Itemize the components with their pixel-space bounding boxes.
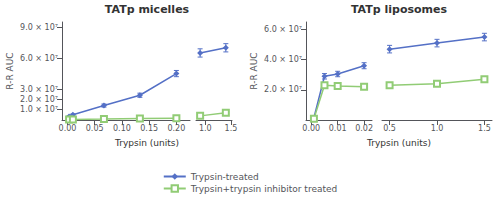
svg-text:6.0 × 10⁷: 6.0 × 10⁷	[20, 54, 58, 63]
svg-text:0.05: 0.05	[86, 124, 104, 133]
svg-text:R-R AUC: R-R AUC	[5, 52, 15, 89]
svg-text:Trypsin+trypsin inhibitor trea: Trypsin+trypsin inhibitor treated	[190, 184, 337, 194]
svg-text:2.0 × 10⁷: 2.0 × 10⁷	[20, 95, 58, 104]
svg-text:1.0 × 10⁷: 1.0 × 10⁷	[20, 105, 58, 114]
svg-text:0.10: 0.10	[113, 124, 131, 133]
svg-text:Trypsin (units): Trypsin (units)	[366, 138, 431, 148]
svg-text:1.0: 1.0	[199, 124, 212, 133]
svg-text:1.5: 1.5	[478, 124, 491, 133]
svg-text:0.00: 0.00	[302, 124, 320, 133]
svg-text:3.0 × 10⁷: 3.0 × 10⁷	[20, 85, 58, 94]
svg-text:TATp micelles: TATp micelles	[105, 3, 190, 16]
svg-text:6.0 × 10⁷: 6.0 × 10⁷	[264, 25, 302, 34]
svg-text:R-R AUC: R-R AUC	[249, 52, 259, 89]
svg-text:0.5: 0.5	[383, 124, 396, 133]
svg-text:0.20: 0.20	[167, 124, 185, 133]
svg-text:0.01: 0.01	[329, 124, 347, 133]
svg-text:1.0: 1.0	[431, 124, 444, 133]
svg-text:0.00: 0.00	[59, 124, 77, 133]
svg-text:1.5: 1.5	[225, 124, 238, 133]
svg-text:9.0 × 10⁷: 9.0 × 10⁷	[20, 23, 58, 32]
svg-text:0.15: 0.15	[140, 124, 158, 133]
svg-text:Trypsin (units): Trypsin (units)	[114, 138, 179, 148]
svg-text:4.0 × 10⁷: 4.0 × 10⁷	[264, 55, 302, 64]
svg-text:Trypsin-treated: Trypsin-treated	[190, 172, 259, 182]
svg-text:0.02: 0.02	[355, 124, 373, 133]
svg-text:2.0 × 10⁷: 2.0 × 10⁷	[264, 85, 302, 94]
svg-text:TATp liposomes: TATp liposomes	[351, 3, 448, 16]
